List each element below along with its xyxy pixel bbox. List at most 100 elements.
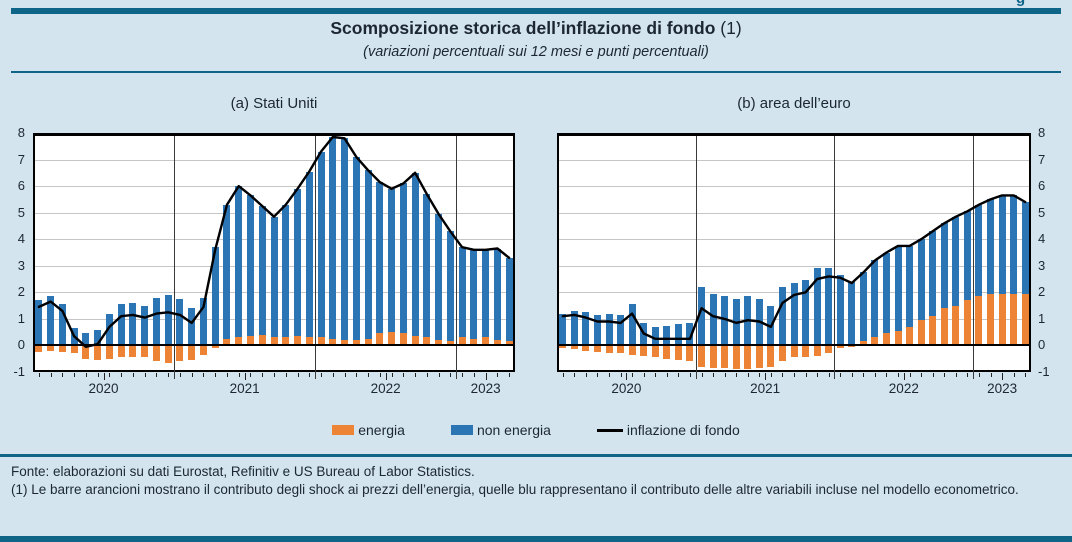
non-energia-bar (141, 305, 149, 346)
figure-title-text: Scomposizione storica dell’inflazione di… (330, 18, 716, 38)
month-tick (840, 373, 842, 377)
non-energia-bar (651, 326, 659, 346)
non-energia-bar (246, 195, 254, 337)
energia-bar (825, 345, 833, 354)
month-tick (262, 373, 264, 377)
non-energia-bar (836, 275, 844, 346)
y-tick-label: 3 (17, 257, 25, 273)
x-year-label: 2023 (987, 381, 1018, 396)
non-energia-bar (505, 257, 513, 342)
non-energia-bar (1010, 195, 1018, 294)
month-tick (909, 373, 911, 377)
non-energia-bar (388, 188, 396, 333)
year-center-tick (903, 373, 905, 380)
non-energia-bar (559, 313, 567, 346)
energia-bar (952, 305, 960, 346)
energia-bar (446, 341, 454, 346)
month-tick (932, 373, 934, 377)
month-tick (85, 373, 87, 377)
month-tick (379, 373, 381, 377)
non-energia-bar (105, 313, 113, 346)
non-energia-bar (364, 170, 372, 339)
month-tick (886, 373, 888, 377)
month-tick (344, 373, 346, 377)
footnote-1: (1) Le barre arancioni mostrano il contr… (11, 482, 1019, 497)
energia-bar (570, 345, 578, 350)
non-energia-bar (47, 296, 55, 346)
energia-bar (975, 296, 983, 346)
non-energia-bar (446, 231, 454, 342)
energia-bar (906, 326, 914, 346)
legend-item-non-energia: non energia (450, 422, 551, 438)
energia-bar (258, 334, 266, 346)
gridline (35, 186, 513, 188)
month-tick (132, 373, 134, 377)
non-energia-bar (94, 329, 102, 346)
month-tick (74, 373, 76, 377)
non-energia-bar (376, 182, 384, 334)
legend-item-energia: energia (332, 422, 405, 438)
bottom-rule (0, 536, 1072, 542)
non-energia-bar (790, 283, 798, 346)
month-tick (97, 373, 99, 377)
non-energia-bar (628, 304, 636, 346)
non-energia-bar (129, 302, 137, 346)
gridline (559, 239, 1029, 241)
y-tick-label: 6 (1038, 178, 1046, 194)
figure-title-footnote-ref: (1) (715, 18, 742, 38)
page-number-fragment: g (1016, 0, 1025, 7)
energia-bar (364, 338, 372, 346)
non-energia-bar (188, 308, 196, 346)
y-tick-label: 2 (1038, 284, 1046, 300)
energia-bar (963, 300, 971, 346)
month-tick (121, 373, 123, 377)
month-tick (285, 373, 287, 377)
energia-bar (388, 332, 396, 346)
non-energia-bar (258, 206, 266, 335)
gridline (35, 212, 513, 214)
x-year-label: 2020 (611, 381, 642, 396)
non-energia-bar (929, 231, 937, 317)
energia-bar (767, 345, 775, 367)
non-energia-bar (917, 239, 925, 321)
month-tick (724, 373, 726, 377)
non-energia-bar (940, 223, 948, 309)
energia-bar (755, 345, 763, 368)
non-energia-bar (223, 204, 231, 339)
month-tick (1013, 373, 1015, 377)
energia-bar (674, 345, 682, 361)
month-tick (678, 373, 680, 377)
month-tick (297, 373, 299, 377)
non-energia-bar (317, 151, 325, 338)
energia-bar (235, 337, 243, 346)
non-energia-bar (399, 183, 407, 334)
energia-bar (341, 340, 349, 346)
year-center-tick (385, 373, 387, 380)
energia-bar (987, 293, 995, 346)
energia-bar (211, 345, 219, 349)
energia-bar (246, 336, 254, 346)
y-tick-label: 5 (1038, 204, 1046, 220)
energia-bar (1021, 293, 1029, 346)
month-tick (794, 373, 795, 377)
month-tick (238, 373, 240, 377)
month-tick (689, 373, 691, 377)
energia-bar (423, 337, 431, 346)
non-energia-bar (152, 297, 160, 346)
non-energia-bar (211, 247, 219, 346)
energia-bar (152, 345, 160, 362)
energia-bar (199, 345, 207, 355)
energia-bar (105, 345, 113, 359)
month-tick (250, 373, 252, 377)
core-inflation-line-us (37, 135, 511, 349)
month-tick (874, 373, 876, 377)
month-tick (655, 373, 657, 377)
y-tick-label: 8 (1038, 125, 1046, 140)
top-rule (11, 8, 1061, 14)
energia-bar (176, 345, 184, 362)
month-tick (955, 373, 957, 377)
month-tick (473, 373, 475, 377)
month-tick (701, 373, 703, 377)
panel-a-title: (a) Stati Uniti (230, 95, 318, 112)
x-year-label: 2022 (888, 381, 919, 396)
